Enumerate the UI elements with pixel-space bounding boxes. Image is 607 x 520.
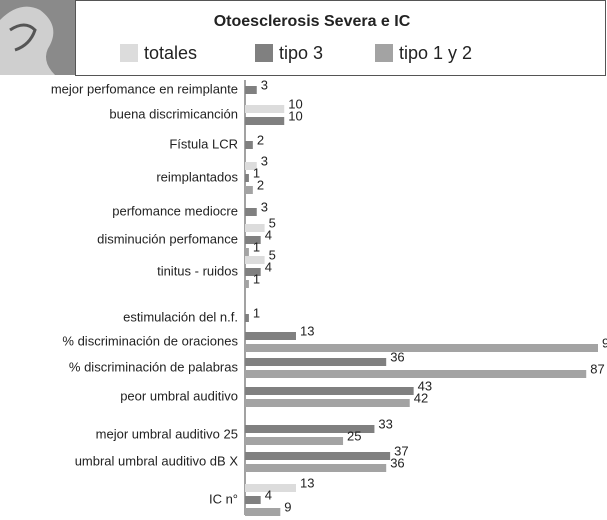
y-tick-label: umbral umbral auditivo dB X: [75, 453, 239, 468]
value-label: 90: [602, 335, 607, 350]
y-tick-label: Fístula LCR: [169, 136, 238, 151]
header-frame: [76, 1, 606, 76]
legend-label: tipo 1 y 2: [399, 43, 472, 63]
bar: [245, 174, 249, 182]
bar: [245, 437, 343, 445]
y-tick-label: mejor perfomance en reimplante: [51, 81, 238, 96]
value-label: 33: [378, 416, 392, 431]
bar: [245, 508, 280, 516]
y-tick-label: disminución perfomance: [97, 231, 238, 246]
value-label: 2: [257, 177, 264, 192]
y-tick-label: tinitus - ruidos: [157, 263, 238, 278]
legend-label: tipo 3: [279, 43, 323, 63]
value-label: 9: [284, 499, 291, 514]
bar: [245, 370, 586, 378]
y-tick-label: mejor umbral auditivo 25: [96, 426, 238, 441]
bar: [245, 256, 265, 264]
y-tick-label: estimulación del n.f.: [123, 309, 238, 324]
y-tick-label: buena discrimicanción: [109, 106, 238, 121]
legend-swatch: [375, 44, 393, 62]
bar: [245, 280, 249, 288]
value-label: 4: [265, 227, 272, 242]
y-tick-label: IC n°: [209, 491, 238, 506]
value-label: 13: [300, 475, 314, 490]
bar: [245, 358, 386, 366]
bar: [245, 344, 598, 352]
bar: [245, 387, 414, 395]
value-label: 10: [288, 108, 302, 123]
y-tick-label: reimplantados: [156, 169, 238, 184]
value-label: 3: [261, 199, 268, 214]
value-label: 13: [300, 323, 314, 338]
y-tick-label: perfomance mediocre: [112, 203, 238, 218]
legend-swatch: [255, 44, 273, 62]
value-label: 1: [253, 271, 260, 286]
y-tick-label: % discriminación de palabras: [69, 359, 239, 374]
bar: [245, 399, 410, 407]
bar: [245, 224, 265, 232]
chart-title: Otoesclerosis Severa e IC: [214, 13, 411, 30]
bar: [245, 186, 253, 194]
y-tick-label: peor umbral auditivo: [120, 388, 238, 403]
value-label: 3: [261, 153, 268, 168]
bar: [245, 248, 249, 256]
bar: [245, 452, 390, 460]
legend-label: totales: [144, 43, 197, 63]
logo: [0, 0, 75, 75]
value-label: 1: [253, 305, 260, 320]
bar: [245, 86, 257, 94]
bar: [245, 105, 284, 113]
value-label: 3: [261, 77, 268, 92]
value-label: 4: [265, 259, 272, 274]
value-label: 4: [265, 487, 272, 502]
bar: [245, 464, 386, 472]
value-label: 1: [253, 239, 260, 254]
y-tick-label: % discriminación de oraciones: [62, 333, 238, 348]
value-label: 87: [590, 361, 604, 376]
value-label: 42: [414, 390, 428, 405]
value-label: 36: [390, 349, 404, 364]
value-label: 2: [257, 132, 264, 147]
bar: [245, 496, 261, 504]
value-label: 25: [347, 428, 361, 443]
bar: [245, 208, 257, 216]
bar: [245, 141, 253, 149]
bar: [245, 314, 249, 322]
bar: [245, 332, 296, 340]
chart: Otoesclerosis Severa e IC totalestipo 3t…: [0, 0, 607, 520]
bar: [245, 117, 284, 125]
legend: totales tipo 3 tipo 1 y 2: [120, 43, 472, 63]
value-label: 36: [390, 455, 404, 470]
legend-swatch: [120, 44, 138, 62]
